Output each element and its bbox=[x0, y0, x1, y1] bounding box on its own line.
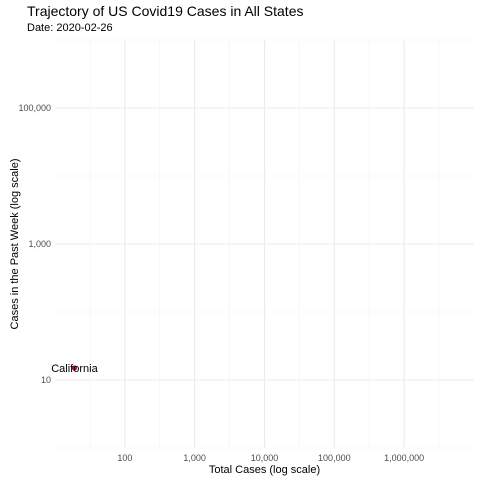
x-tick-label: 1,000,000 bbox=[384, 453, 424, 463]
x-axis-ticks: 100 1,000 10,000 100,000 1,000,000 bbox=[117, 453, 424, 463]
chart-subtitle: Date: 2020-02-26 bbox=[27, 22, 113, 34]
x-tick-label: 1,000 bbox=[183, 453, 206, 463]
grid-lines bbox=[55, 39, 474, 449]
chart-title: Trajectory of US Covid19 Cases in All St… bbox=[27, 3, 304, 19]
y-axis-ticks: 10 1,000 100,000 bbox=[18, 103, 51, 385]
data-point bbox=[71, 365, 78, 371]
x-tick-label: 100 bbox=[117, 453, 132, 463]
x-axis-title: Total Cases (log scale) bbox=[209, 464, 320, 476]
x-tick-label: 10,000 bbox=[251, 453, 279, 463]
y-tick-label: 10 bbox=[41, 375, 51, 385]
x-tick-label: 100,000 bbox=[318, 453, 351, 463]
point-label: California bbox=[51, 363, 98, 375]
y-axis-title: Cases in the Past Week (log scale) bbox=[9, 159, 21, 330]
y-tick-label: 100,000 bbox=[18, 103, 51, 113]
y-tick-label: 1,000 bbox=[28, 239, 51, 249]
data-points: California bbox=[51, 363, 98, 375]
